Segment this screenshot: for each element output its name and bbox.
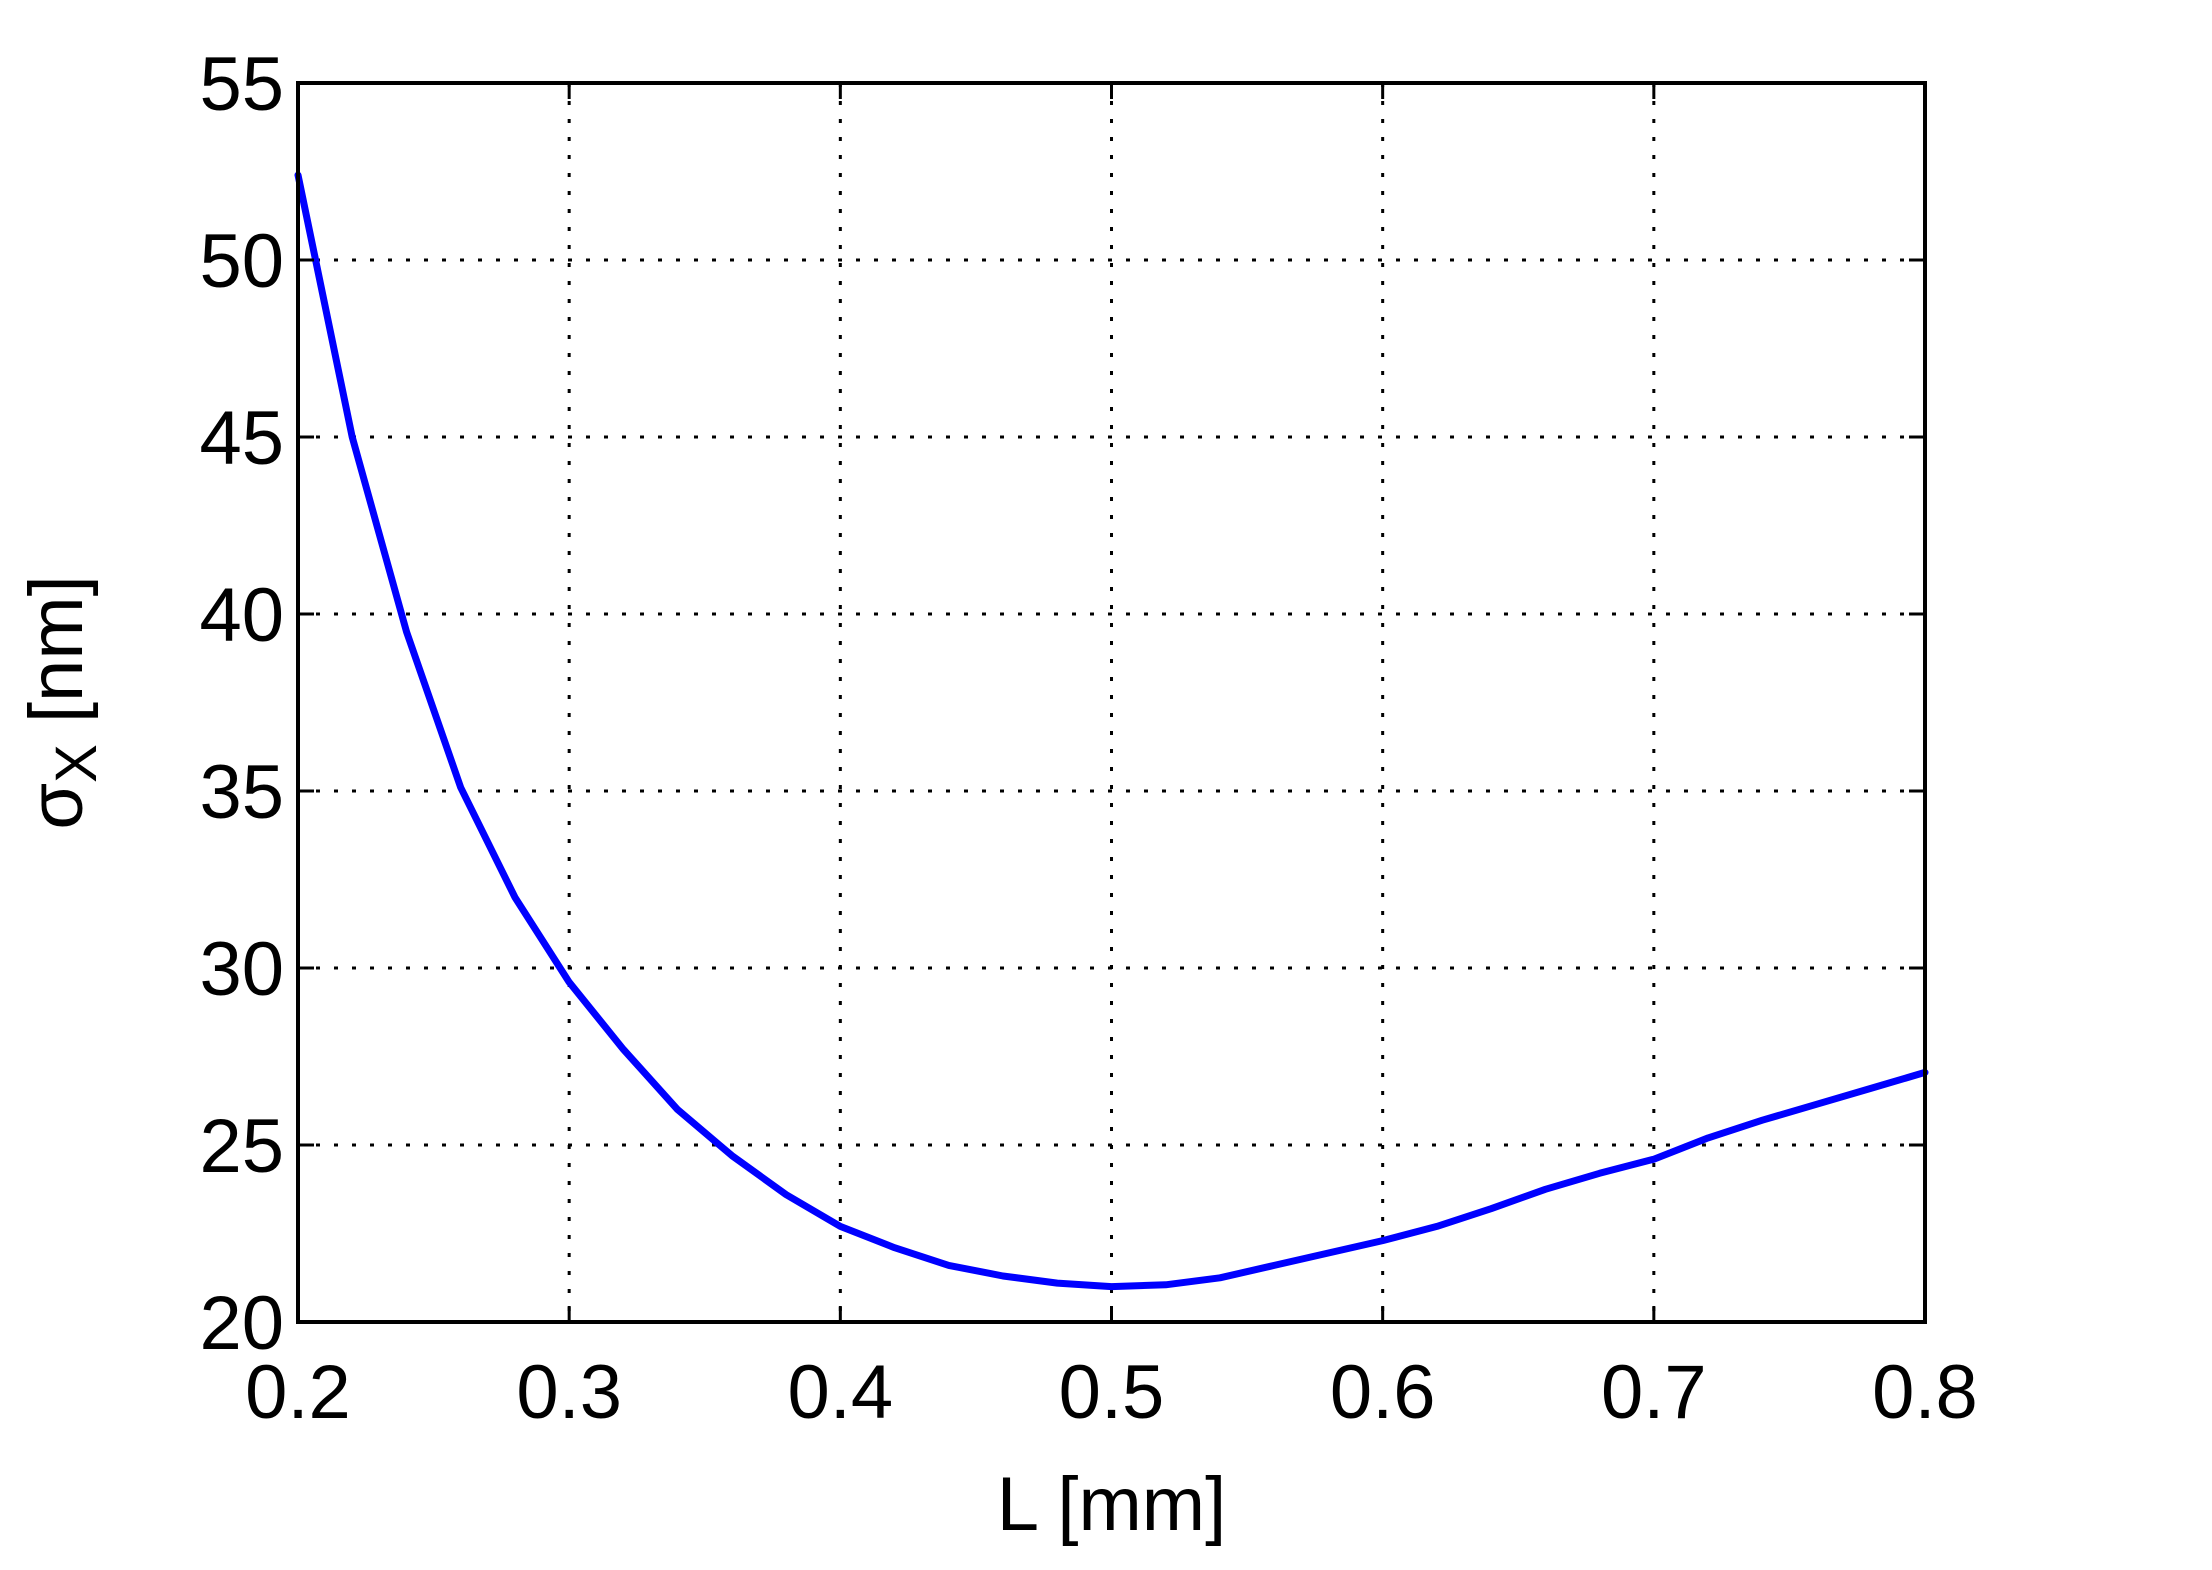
x-axis-label: L [mm]: [997, 1462, 1226, 1547]
y-tick-label: 50: [199, 219, 284, 304]
y-tick-label: 45: [199, 396, 284, 481]
y-axis-label-symbol: σ: [14, 783, 99, 830]
y-tick-label: 55: [199, 42, 284, 127]
x-tick-label: 0.4: [788, 1350, 894, 1435]
y-tick-labels: 20 25 30 35 40 45 50 55: [199, 42, 284, 1366]
plot-frame: [296, 81, 1927, 1324]
ticks: [296, 81, 1927, 1324]
y-axis-label-unit: [nm]: [14, 575, 99, 744]
y-tick-label: 20: [199, 1281, 284, 1366]
x-tick-label: 0.3: [516, 1350, 622, 1435]
x-tick-label: 0.7: [1601, 1350, 1707, 1435]
x-tick-label: 0.5: [1059, 1350, 1165, 1435]
series-line: [294, 171, 1929, 1291]
y-tick-label: 30: [199, 927, 284, 1012]
x-tick-labels: 0.2 0.3 0.4 0.5 0.6 0.7 0.8: [245, 1350, 1978, 1435]
y-axis-label: σX [nm]: [14, 575, 109, 830]
series-layer: [294, 171, 1929, 1291]
y-tick-label: 25: [199, 1104, 284, 1189]
y-axis-label-subscript: X: [44, 744, 109, 783]
x-tick-label: 0.2: [245, 1350, 351, 1435]
y-tick-label: 35: [199, 750, 284, 835]
grid: [298, 83, 1925, 1322]
y-tick-label: 40: [199, 573, 284, 658]
x-tick-label: 0.6: [1330, 1350, 1436, 1435]
x-tick-label: 0.8: [1872, 1350, 1978, 1435]
